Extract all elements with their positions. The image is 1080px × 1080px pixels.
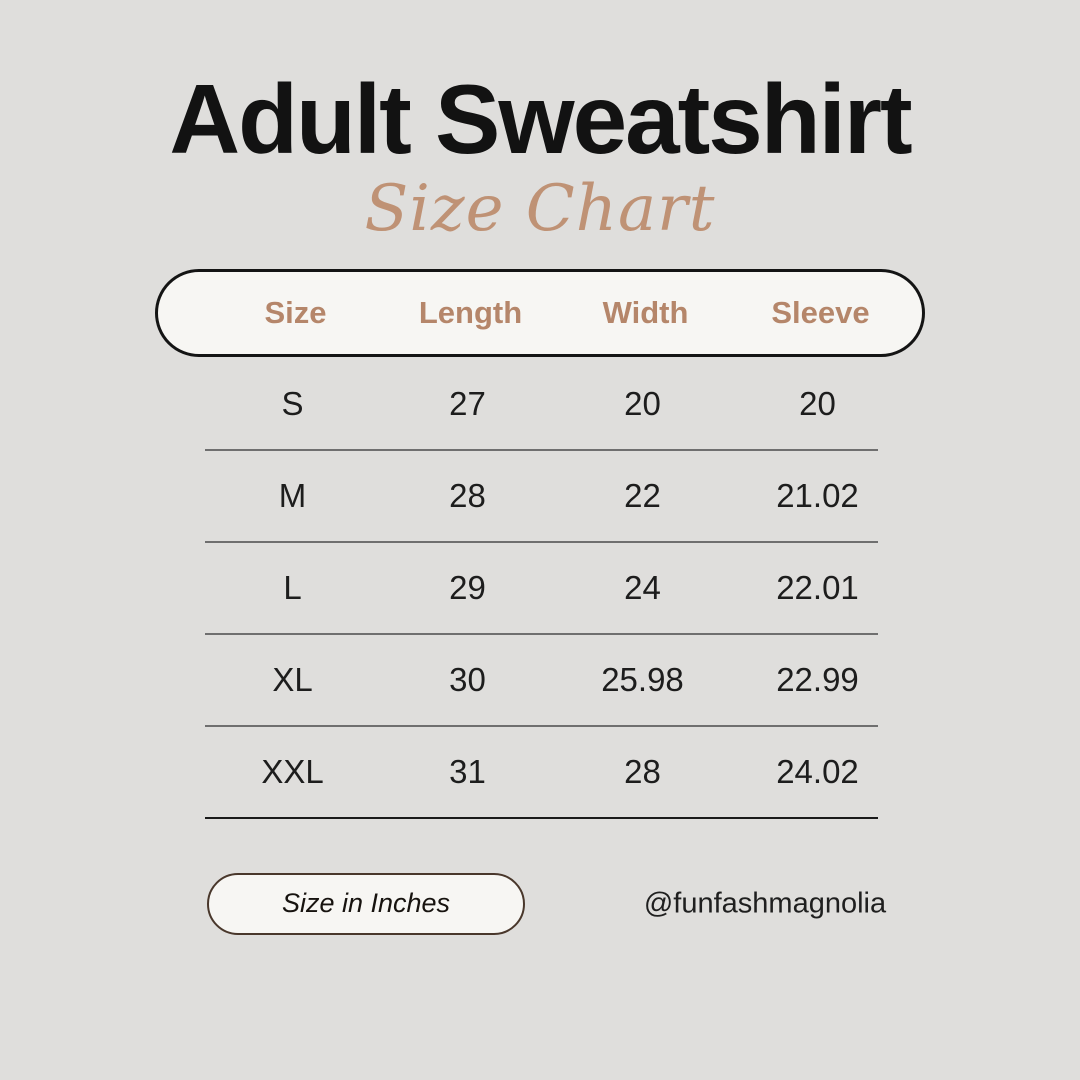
size-table: Size Length Width Sleeve S 27 20 20 M 28 — [155, 268, 925, 935]
cell-sleeve: 22.99 — [776, 660, 859, 698]
cell-width: 28 — [624, 752, 661, 790]
table-header-pill: Size Length Width Sleeve — [155, 268, 925, 357]
table-body: S 27 20 20 M 28 22 21.02 L 29 — [155, 359, 925, 819]
cell-width: 25.98 — [601, 660, 684, 698]
table-row-s: S 27 20 20 — [155, 359, 925, 449]
column-header-length: Length — [418, 294, 523, 330]
table-bottom-rule — [205, 816, 878, 819]
cell-size: S — [281, 384, 304, 422]
unit-badge: Size in Inches — [207, 872, 525, 935]
cell-sleeve: 24.02 — [776, 752, 859, 790]
cell-size: L — [283, 568, 302, 606]
cell-width: 24 — [624, 568, 661, 606]
unit-badge-label: Size in Inches — [281, 888, 451, 919]
cell-length: 27 — [449, 384, 486, 422]
row-separator — [205, 448, 878, 451]
table-header-row: Size Length Width Sleeve — [208, 295, 908, 331]
cell-size: XXL — [261, 752, 324, 790]
row-separator — [205, 632, 878, 635]
cell-size: XL — [272, 660, 313, 698]
cell-length: 29 — [449, 568, 486, 606]
table-row-xl: XL 30 25.98 22.99 — [155, 635, 925, 725]
cell-sleeve: 21.02 — [776, 476, 859, 514]
column-header-sleeve: Sleeve — [771, 294, 870, 330]
table-row-m: M 28 22 21.02 — [155, 451, 925, 541]
table-row-l: L 29 24 22.01 — [155, 543, 925, 633]
row-separator — [205, 724, 878, 727]
cell-width: 22 — [624, 476, 661, 514]
footer: Size in Inches @funfashmagnolia — [155, 872, 925, 935]
title-block: Adult Sweatshirt Size Chart — [0, 0, 1080, 243]
cell-length: 30 — [449, 660, 486, 698]
row-separator — [205, 540, 878, 543]
page-subtitle: Size Chart — [364, 171, 716, 246]
cell-size: M — [278, 476, 307, 514]
cell-sleeve: 20 — [799, 384, 836, 422]
cell-length: 31 — [449, 752, 486, 790]
column-header-width: Width — [602, 294, 689, 330]
social-handle: @funfashmagnolia — [643, 887, 887, 920]
cell-sleeve: 22.01 — [776, 568, 859, 606]
table-row-xxl: XXL 31 28 24.02 — [155, 727, 925, 817]
cell-width: 20 — [624, 384, 661, 422]
page-title: Adult Sweatshirt — [169, 64, 912, 174]
column-header-size: Size — [264, 294, 327, 330]
cell-length: 28 — [449, 476, 486, 514]
